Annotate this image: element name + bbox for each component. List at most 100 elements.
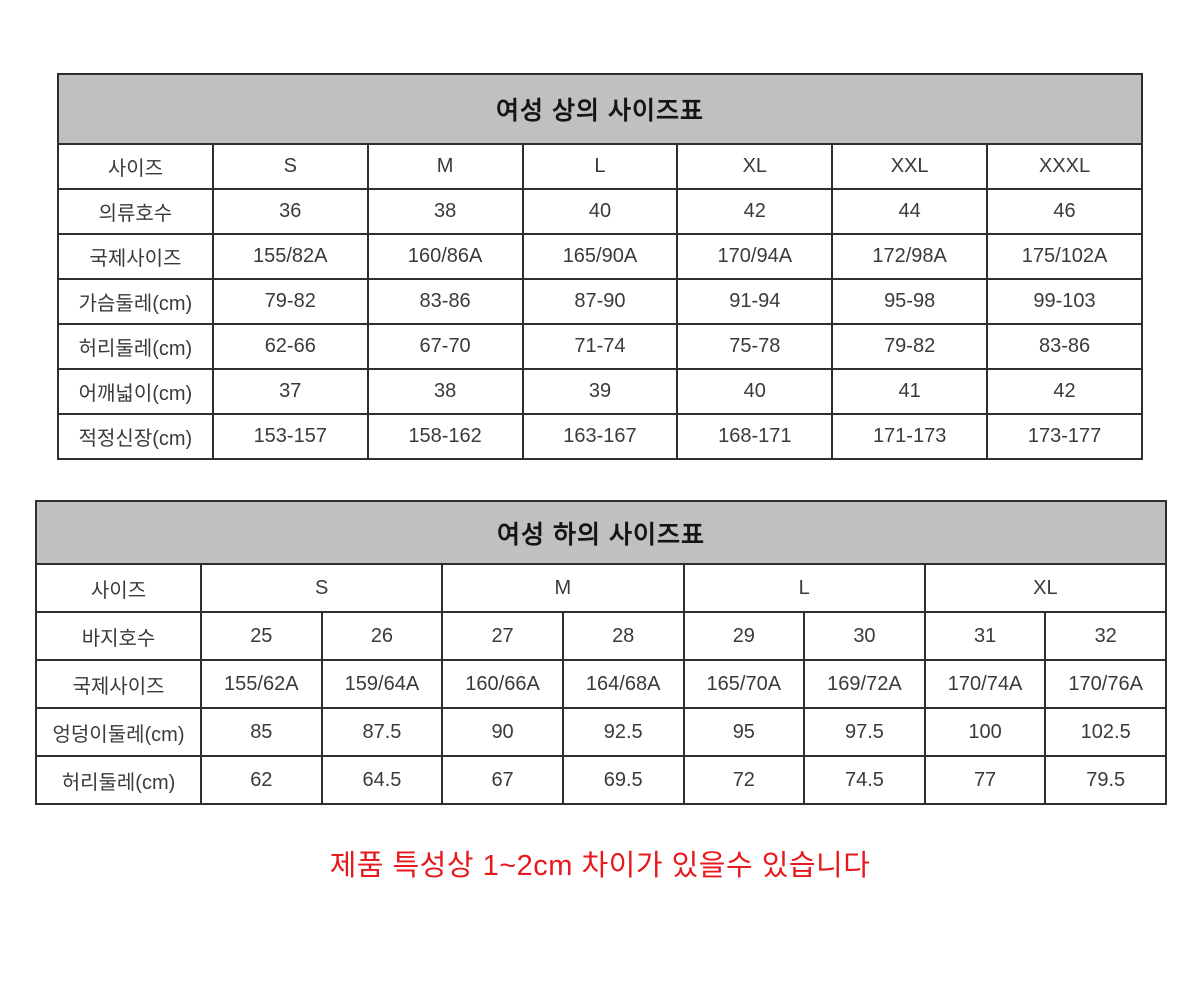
size-group-cell: XL	[923, 563, 1168, 613]
table-row: 사이즈 S M L XL XXL XXXL	[57, 143, 1143, 190]
value-cell: 30	[803, 611, 926, 661]
value-cell: 79.5	[1044, 755, 1167, 805]
row-label: 엉덩이둘레(cm)	[35, 707, 202, 757]
value-cell: 163-167	[521, 413, 679, 460]
size-group-cell: S	[199, 563, 444, 613]
value-cell: 170/74A	[923, 659, 1047, 709]
value-cell: 28	[561, 611, 685, 661]
womens-bottoms-size-table: 여성 하의 사이즈표 사이즈 S M L XL 바지호수 25 26 27 28…	[35, 500, 1168, 805]
value-cell: 41	[831, 368, 989, 415]
table-row: 국제사이즈 155/82A 160/86A 165/90A 170/94A 17…	[57, 233, 1143, 280]
value-cell: 44	[831, 188, 989, 235]
value-cell: 75-78	[676, 323, 834, 370]
size-cell: XXL	[831, 143, 989, 190]
value-cell: 90	[441, 707, 564, 757]
row-label: 허리둘레(cm)	[35, 755, 202, 805]
value-cell: 77	[923, 755, 1047, 805]
table-row: 허리둘레(cm) 62-66 67-70 71-74 75-78 79-82 8…	[57, 323, 1143, 370]
table-title-row: 여성 하의 사이즈표	[35, 500, 1167, 565]
value-cell: 92.5	[561, 707, 685, 757]
row-label: 어깨넓이(cm)	[57, 368, 214, 415]
row-label: 국제사이즈	[35, 659, 202, 709]
row-label: 사이즈	[35, 563, 202, 613]
size-cell: XL	[676, 143, 834, 190]
row-label: 바지호수	[35, 611, 202, 661]
value-cell: 165/90A	[521, 233, 679, 280]
value-cell: 95-98	[831, 278, 989, 325]
value-cell: 67-70	[366, 323, 524, 370]
tolerance-disclaimer-text: 제품 특성상 1~2cm 차이가 있을수 있습니다	[329, 850, 871, 882]
value-cell: 160/66A	[441, 659, 564, 709]
row-label: 적정신장(cm)	[57, 413, 214, 460]
value-cell: 173-177	[986, 413, 1143, 460]
value-cell: 71-74	[521, 323, 679, 370]
value-cell: 40	[676, 368, 834, 415]
value-cell: 153-157	[211, 413, 369, 460]
value-cell: 155/82A	[211, 233, 369, 280]
value-cell: 79-82	[831, 323, 989, 370]
table-row: 허리둘레(cm) 62 64.5 67 69.5 72 74.5 77 79.5	[35, 755, 1167, 805]
value-cell: 26	[320, 611, 444, 661]
table-row: 국제사이즈 155/62A 159/64A 160/66A 164/68A 16…	[35, 659, 1167, 709]
table-row: 의류호수 36 38 40 42 44 46	[57, 188, 1143, 235]
value-cell: 102.5	[1044, 707, 1167, 757]
value-cell: 72	[682, 755, 806, 805]
value-cell: 160/86A	[366, 233, 524, 280]
row-label: 가슴둘레(cm)	[57, 278, 214, 325]
value-cell: 83-86	[366, 278, 524, 325]
row-label: 허리둘레(cm)	[57, 323, 214, 370]
size-cell: M	[366, 143, 524, 190]
row-label: 국제사이즈	[57, 233, 214, 280]
value-cell: 85	[200, 707, 323, 757]
value-cell: 27	[441, 611, 564, 661]
table-row: 가슴둘레(cm) 79-82 83-86 87-90 91-94 95-98 9…	[57, 278, 1143, 325]
value-cell: 62-66	[211, 323, 369, 370]
table-row: 엉덩이둘레(cm) 85 87.5 90 92.5 95 97.5 100 10…	[35, 707, 1167, 757]
value-cell: 83-86	[986, 323, 1143, 370]
value-cell: 74.5	[803, 755, 926, 805]
value-cell: 38	[366, 368, 524, 415]
size-group-cell: L	[682, 563, 926, 613]
value-cell: 95	[682, 707, 806, 757]
value-cell: 170/94A	[676, 233, 834, 280]
value-cell: 46	[986, 188, 1143, 235]
value-cell: 87-90	[521, 278, 679, 325]
value-cell: 164/68A	[561, 659, 685, 709]
value-cell: 36	[211, 188, 369, 235]
value-cell: 39	[521, 368, 679, 415]
table-row: 어깨넓이(cm) 37 38 39 40 41 42	[57, 368, 1143, 415]
value-cell: 40	[521, 188, 679, 235]
size-cell: L	[521, 143, 679, 190]
size-cell: S	[211, 143, 369, 190]
value-cell: 169/72A	[803, 659, 926, 709]
row-label: 의류호수	[57, 188, 214, 235]
size-group-cell: M	[441, 563, 685, 613]
value-cell: 172/98A	[831, 233, 989, 280]
value-cell: 29	[682, 611, 806, 661]
row-label: 사이즈	[57, 143, 214, 190]
value-cell: 69.5	[561, 755, 685, 805]
value-cell: 165/70A	[682, 659, 806, 709]
value-cell: 87.5	[320, 707, 444, 757]
value-cell: 91-94	[676, 278, 834, 325]
value-cell: 67	[441, 755, 564, 805]
table-row: 적정신장(cm) 153-157 158-162 163-167 168-171…	[57, 413, 1143, 460]
value-cell: 62	[200, 755, 323, 805]
table-title: 여성 상의 사이즈표	[57, 73, 1143, 145]
value-cell: 171-173	[831, 413, 989, 460]
value-cell: 42	[986, 368, 1143, 415]
table-title: 여성 하의 사이즈표	[35, 500, 1167, 565]
table-title-row: 여성 상의 사이즈표	[57, 73, 1143, 145]
value-cell: 159/64A	[320, 659, 444, 709]
womens-tops-size-table: 여성 상의 사이즈표 사이즈 S M L XL XXL XXXL 의류호수 36…	[57, 73, 1143, 460]
value-cell: 64.5	[320, 755, 444, 805]
value-cell: 175/102A	[986, 233, 1143, 280]
value-cell: 97.5	[803, 707, 926, 757]
value-cell: 79-82	[211, 278, 369, 325]
value-cell: 170/76A	[1044, 659, 1167, 709]
table-row: 사이즈 S M L XL	[35, 563, 1168, 613]
value-cell: 158-162	[366, 413, 524, 460]
value-cell: 38	[366, 188, 524, 235]
table-row: 바지호수 25 26 27 28 29 30 31 32	[35, 611, 1167, 661]
value-cell: 42	[676, 188, 834, 235]
